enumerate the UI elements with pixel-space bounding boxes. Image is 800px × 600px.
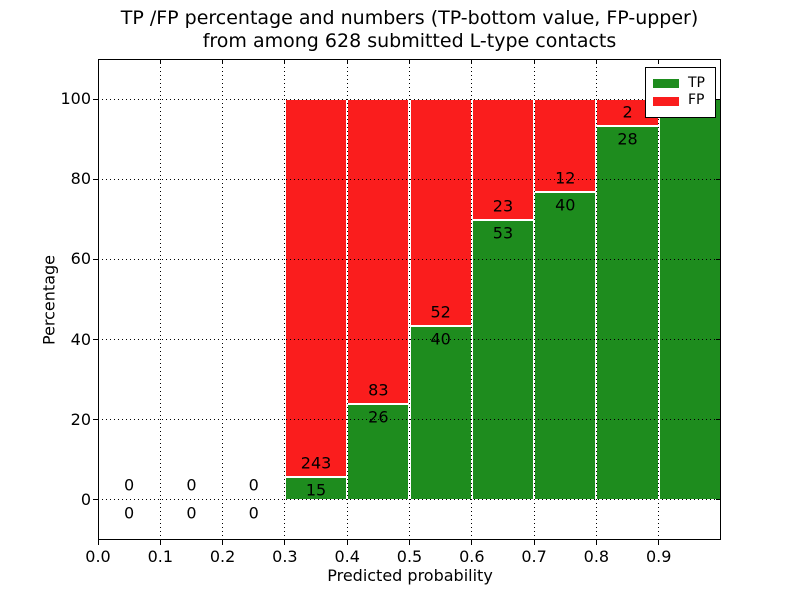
x-tick-label: 0.3 <box>272 547 298 566</box>
bar-tp-segment <box>284 476 348 500</box>
x-axis-label: Predicted probability <box>327 566 493 585</box>
y-tick <box>93 339 98 341</box>
gridline-vertical <box>595 59 597 540</box>
bar-count-label-tp: 28 <box>617 129 638 149</box>
y-tick-label: 60 <box>70 249 91 269</box>
y-tick <box>93 178 98 180</box>
chart-title: TP /FP percentage and numbers (TP-bottom… <box>98 7 721 53</box>
y-tick-label: 100 <box>60 89 91 109</box>
bar-fp-segment <box>284 99 348 477</box>
bar-fp-segment <box>471 99 535 221</box>
x-tick-top <box>159 59 161 64</box>
legend-row-tp: TP <box>653 75 708 91</box>
legend-swatch-tp-icon <box>653 79 679 89</box>
bar-tp-segment <box>534 191 597 500</box>
bar-count-label-fp: 2 <box>622 102 633 122</box>
x-tick <box>658 540 660 545</box>
bar-count-label-tp: 40 <box>555 195 576 215</box>
y-tick <box>93 419 98 421</box>
x-tick-label: 0.6 <box>459 547 485 566</box>
y-tick-label: 80 <box>70 169 91 189</box>
y-tick <box>93 499 98 501</box>
y-tick-label: 0 <box>80 489 91 509</box>
bar-count-label-fp: 0 <box>248 475 259 495</box>
gridline-vertical <box>471 59 473 540</box>
bar-count-label-tp: 53 <box>492 223 514 243</box>
bar-tp-segment <box>409 325 472 500</box>
bar-count-label-tp: 0 <box>124 503 135 523</box>
x-tick <box>346 540 348 545</box>
y-tick <box>93 258 98 260</box>
x-tick-label: 0.9 <box>645 547 672 566</box>
gridline-vertical <box>222 59 224 540</box>
bar-count-label-fp: 52 <box>430 302 451 322</box>
bar-count-label-tp: 15 <box>305 480 327 500</box>
bar-count-label-fp: 83 <box>368 380 389 400</box>
x-tick-label: 0.0 <box>85 547 111 566</box>
gridline-vertical <box>533 59 535 540</box>
x-tick-label: 0.5 <box>396 547 423 566</box>
x-tick-top <box>222 59 224 64</box>
bar-tp-segment <box>658 99 721 500</box>
chart-title-line1: TP /FP percentage and numbers (TP-bottom… <box>120 7 699 29</box>
bar-count-label-fp: 12 <box>555 168 576 188</box>
x-tick <box>284 540 286 545</box>
y-tick <box>93 98 98 100</box>
chart-title-line2: from among 628 submitted L-type contacts <box>202 30 617 53</box>
legend: TP FP <box>645 67 716 118</box>
gridline-vertical <box>284 59 286 540</box>
x-tick-label: 0.8 <box>583 547 610 566</box>
bar-fp-segment <box>347 99 410 405</box>
legend-label-fp: FP <box>688 92 705 109</box>
x-tick <box>471 540 473 545</box>
x-tick <box>159 540 161 545</box>
gridline-vertical <box>346 59 348 540</box>
bar-count-label-tp: 26 <box>368 407 389 427</box>
x-tick-top <box>284 59 286 64</box>
legend-row-fp: FP <box>653 92 708 109</box>
bar-fp-segment <box>409 99 472 326</box>
x-tick-top <box>533 59 535 64</box>
y-tick-right <box>716 98 721 100</box>
bar-tp-segment <box>471 220 535 500</box>
bar-count-label-tp: 0 <box>186 503 197 523</box>
x-tick-label: 0.2 <box>209 547 236 566</box>
y-tick-right <box>716 499 721 501</box>
x-tick-top <box>595 59 597 64</box>
x-tick-top <box>471 59 473 64</box>
bar-count-label-fp: 0 <box>186 475 197 495</box>
y-tick-right <box>716 339 721 341</box>
x-tick <box>533 540 535 545</box>
y-tick-label: 20 <box>70 409 91 429</box>
x-tick <box>595 540 597 545</box>
x-tick-top <box>346 59 348 64</box>
bar-count-label-fp: 23 <box>492 196 514 216</box>
bar-count-label-fp: 0 <box>124 475 135 495</box>
y-tick-right <box>716 178 721 180</box>
gridline-vertical <box>658 59 660 540</box>
x-tick <box>409 540 410 545</box>
bar-count-label-tp: 0 <box>248 503 259 523</box>
y-tick-label: 40 <box>70 329 91 349</box>
bar-count-label-tp: 40 <box>430 329 451 349</box>
x-tick <box>222 540 224 545</box>
bar-tp-segment <box>596 125 659 500</box>
gridline-vertical <box>159 59 161 540</box>
x-tick-label: 0.7 <box>521 547 547 566</box>
x-tick-top <box>409 59 410 64</box>
legend-swatch-fp-icon <box>653 96 679 106</box>
legend-label-tp: TP <box>688 75 705 91</box>
x-tick-label: 0.1 <box>147 547 174 566</box>
x-tick <box>97 540 99 545</box>
gridline-vertical <box>409 59 410 540</box>
bar-count-label-fp: 243 <box>300 453 332 473</box>
y-tick-right <box>716 419 721 421</box>
x-tick-label: 0.4 <box>334 547 360 566</box>
y-tick-right <box>716 258 721 260</box>
x-tick-top <box>658 59 660 64</box>
